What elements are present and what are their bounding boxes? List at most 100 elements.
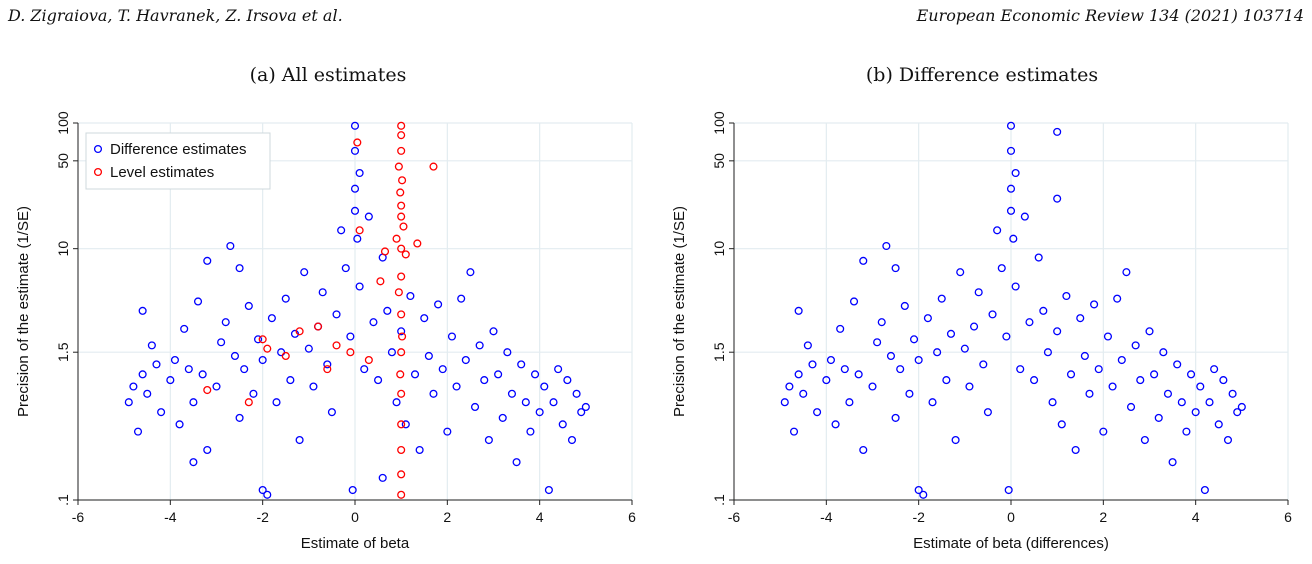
data-point bbox=[424, 351, 433, 361]
journal-reference: European Economic Review 134 (2021) 1037… bbox=[916, 6, 1304, 25]
data-point bbox=[295, 327, 304, 336]
data-point bbox=[549, 398, 558, 407]
data-point bbox=[304, 344, 313, 353]
data-point bbox=[965, 382, 974, 391]
data-point bbox=[554, 365, 563, 374]
data-point bbox=[988, 310, 997, 319]
data-point bbox=[355, 226, 364, 235]
x-tick-label: 4 bbox=[1192, 509, 1200, 525]
data-point bbox=[1223, 435, 1233, 445]
x-tick-label: 0 bbox=[351, 509, 359, 525]
legend-marker bbox=[93, 167, 103, 177]
data-point bbox=[461, 355, 470, 365]
data-point bbox=[572, 389, 581, 398]
data-point bbox=[891, 413, 900, 422]
data-point bbox=[394, 162, 403, 171]
data-point bbox=[1016, 365, 1025, 374]
y-tick-label: 10 bbox=[55, 241, 71, 257]
data-point bbox=[1108, 382, 1117, 391]
data-point bbox=[1099, 427, 1108, 436]
data-point bbox=[193, 297, 203, 306]
data-point bbox=[822, 376, 831, 385]
data-point bbox=[794, 370, 803, 379]
data-point bbox=[937, 294, 946, 303]
data-point bbox=[1080, 351, 1089, 361]
data-point bbox=[983, 408, 992, 417]
data-point bbox=[272, 398, 281, 407]
data-point bbox=[406, 291, 415, 301]
data-point bbox=[1094, 365, 1103, 374]
data-point bbox=[1025, 318, 1034, 327]
article-authors: D. Zigraiova, T. Havranek, Z. Irsova et … bbox=[8, 6, 343, 25]
data-point bbox=[420, 314, 429, 323]
data-point bbox=[175, 420, 184, 429]
data-point bbox=[826, 355, 836, 365]
data-point bbox=[392, 398, 401, 407]
data-point bbox=[300, 268, 309, 277]
data-point bbox=[415, 445, 424, 455]
data-point bbox=[951, 435, 960, 445]
data-point bbox=[1205, 398, 1214, 407]
data-point bbox=[1140, 435, 1149, 445]
data-point bbox=[558, 420, 567, 429]
data-point bbox=[845, 398, 854, 407]
data-point bbox=[933, 348, 942, 357]
data-point bbox=[1030, 376, 1039, 385]
data-point bbox=[189, 458, 198, 467]
data-point bbox=[392, 234, 401, 243]
data-point bbox=[397, 310, 406, 319]
data-point bbox=[567, 435, 577, 445]
data-point bbox=[1113, 294, 1122, 303]
data-point bbox=[295, 435, 304, 445]
data-point bbox=[413, 239, 422, 248]
x-tick-label: 6 bbox=[628, 509, 636, 525]
data-point bbox=[350, 146, 360, 155]
data-point bbox=[258, 355, 267, 365]
data-point bbox=[399, 222, 408, 231]
legend-label: Difference estimates bbox=[110, 141, 246, 158]
data-point bbox=[1006, 184, 1016, 193]
data-point bbox=[900, 301, 909, 311]
data-point bbox=[979, 360, 988, 369]
data-point bbox=[290, 329, 300, 338]
x-tick-label: 2 bbox=[443, 509, 451, 525]
data-point bbox=[397, 146, 406, 155]
x-tick-label: -2 bbox=[912, 509, 925, 525]
data-point bbox=[1039, 306, 1048, 315]
data-point bbox=[129, 382, 138, 391]
data-point bbox=[341, 264, 350, 273]
data-point bbox=[397, 420, 406, 429]
data-point bbox=[198, 370, 207, 379]
data-point bbox=[235, 413, 244, 422]
x-tick-label: 0 bbox=[1007, 509, 1015, 525]
data-point bbox=[535, 408, 544, 417]
y-axis-title: Precision of the estimate (1/SE) bbox=[671, 206, 688, 417]
data-point bbox=[563, 376, 572, 385]
data-point bbox=[521, 398, 530, 407]
data-point bbox=[974, 288, 983, 297]
data-point bbox=[378, 473, 387, 482]
y-axis-title: Precision of the estimate (1/SE) bbox=[15, 206, 32, 417]
data-point bbox=[1004, 485, 1013, 495]
data-point bbox=[470, 402, 480, 412]
data-point bbox=[1168, 458, 1177, 467]
data-point bbox=[350, 184, 360, 193]
data-point bbox=[803, 341, 812, 350]
data-point bbox=[526, 427, 535, 436]
data-point bbox=[1173, 360, 1182, 369]
y-tick-label: 50 bbox=[711, 153, 727, 169]
data-point bbox=[540, 382, 549, 391]
data-point bbox=[346, 348, 355, 357]
data-point bbox=[480, 376, 489, 385]
data-point bbox=[799, 389, 808, 398]
y-tick-label: 100 bbox=[711, 111, 727, 135]
x-tick-label: -6 bbox=[728, 509, 741, 525]
data-point bbox=[398, 176, 407, 185]
data-point bbox=[267, 314, 276, 323]
data-point bbox=[1103, 332, 1113, 341]
data-point bbox=[544, 485, 553, 495]
data-point bbox=[364, 212, 373, 221]
data-point bbox=[152, 360, 161, 369]
data-point bbox=[281, 294, 290, 303]
data-point bbox=[928, 398, 937, 407]
